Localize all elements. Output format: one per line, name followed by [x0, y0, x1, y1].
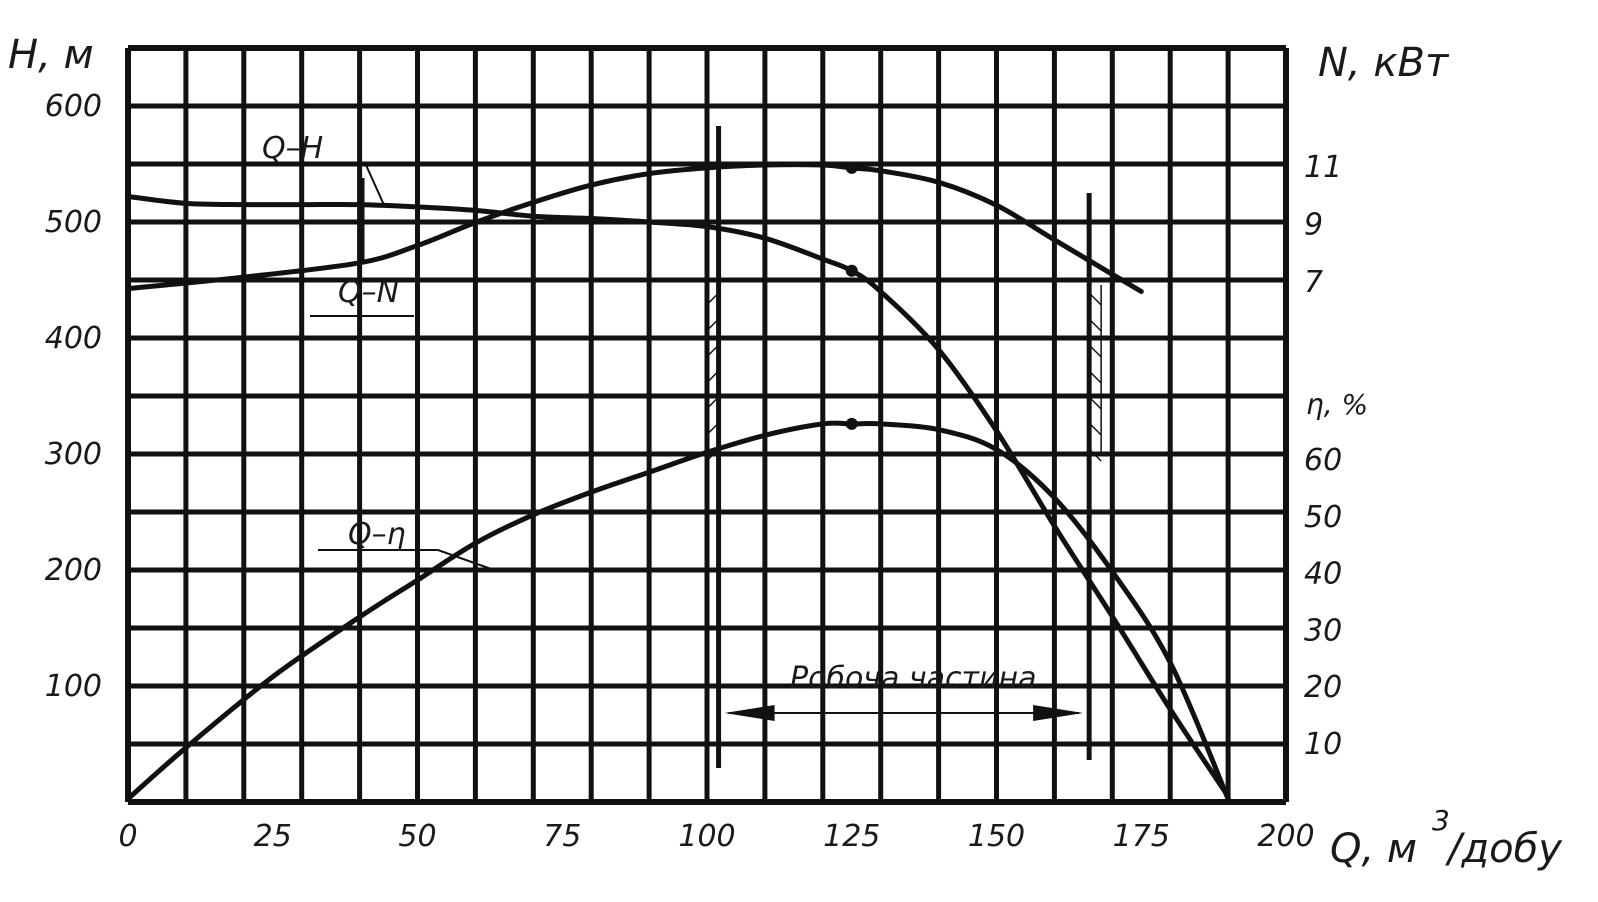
working-zone-right-hatch — [1088, 422, 1102, 436]
left-tick-label: 400 — [45, 321, 102, 356]
series-q-n-curve — [125, 162, 1144, 294]
curves — [125, 161, 1231, 802]
power-axis-title: N, кВт — [1318, 40, 1450, 86]
x-tick-label: 175 — [1113, 819, 1170, 854]
working-zone-arrow-right-head — [1033, 705, 1084, 721]
working-zone-left-hatch — [706, 370, 720, 384]
operating-point-marker — [845, 417, 858, 430]
x-tick-label: 75 — [543, 819, 581, 854]
efficiency-tick-label: 20 — [1304, 670, 1342, 705]
left-tick-label: 300 — [45, 437, 102, 472]
series-q-n-label: Q–N — [338, 275, 399, 310]
efficiency-tick-label: 40 — [1304, 557, 1342, 592]
x-tick-label: 150 — [968, 819, 1025, 854]
working-zone-left-hatch — [706, 292, 720, 306]
power-tick-label: 9 — [1304, 208, 1323, 243]
left-tick-label: 600 — [45, 89, 102, 124]
x-axis-superscript: 3 — [1432, 804, 1450, 837]
series-q-h-leader — [262, 164, 385, 206]
series-q-eta-label: Q–η — [348, 517, 406, 552]
power-tick-label: 7 — [1304, 265, 1323, 300]
series-q-h-label: Q–H — [262, 131, 323, 166]
series-q-h-curve — [125, 194, 1231, 799]
working-zone-left-hatch — [706, 344, 720, 358]
working-zone-right-hatch — [1088, 292, 1102, 306]
left-tick-label: 500 — [45, 205, 102, 240]
operating-point-marker — [845, 264, 858, 277]
working-zone-left-hatch — [706, 422, 720, 436]
working-zone-right-hatch — [1088, 396, 1102, 410]
x-axis-unit: /добу — [1445, 826, 1563, 872]
operating-point-marker — [845, 161, 858, 174]
x-tick-label: 25 — [254, 819, 292, 854]
series-q-eta-leader — [318, 549, 495, 571]
left-axis-title: H, м — [8, 32, 94, 78]
x-tick-label: 125 — [823, 819, 880, 854]
working-zone-right-hatch — [1088, 370, 1102, 384]
working-zone-right-hatch — [1088, 318, 1102, 332]
x-tick-label: 200 — [1257, 819, 1314, 854]
efficiency-tick-label: 10 — [1304, 727, 1342, 762]
efficiency-tick-label: 60 — [1304, 443, 1342, 478]
left-tick-label: 200 — [45, 553, 102, 588]
x-tick-label: 100 — [678, 819, 735, 854]
x-axis-title: Q, м — [1330, 826, 1417, 872]
efficiency-tick-label: 30 — [1304, 613, 1342, 648]
efficiency-tick-label: 50 — [1304, 500, 1342, 535]
working-zone-right-hatch — [1088, 344, 1102, 358]
working-zone-left-hatch — [706, 396, 720, 410]
left-tick-label: 100 — [45, 669, 102, 704]
x-tick-label: 0 — [118, 819, 137, 854]
power-tick-label: 11 — [1304, 150, 1342, 185]
series-q-eta-curve — [125, 420, 1231, 802]
working-zone-right-hatch — [1088, 448, 1102, 462]
working-zone-label: Робоча частина — [790, 661, 1037, 696]
x-tick-label: 50 — [398, 819, 436, 854]
labels: 0 25 50 75 100 125 150 175 200 100 200 300 400 500 600… — [45, 89, 1342, 854]
efficiency-axis-title: η, % — [1306, 388, 1368, 421]
working-zone-left-hatch — [706, 318, 720, 332]
working-zone-arrow-left-head — [724, 705, 775, 721]
